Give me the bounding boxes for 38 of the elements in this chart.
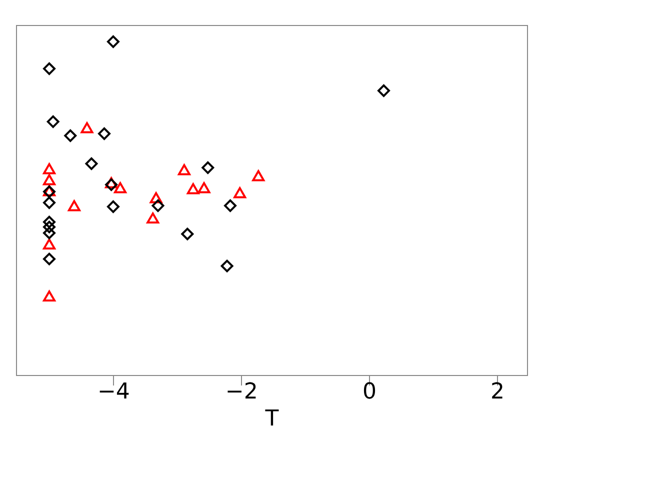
point: [43, 226, 56, 240]
point: [114, 182, 126, 194]
x-tick-label: 2: [490, 380, 504, 404]
x-tick-label: −2: [225, 380, 258, 404]
point: [64, 129, 77, 142]
point: [106, 35, 120, 48]
point: [85, 157, 98, 170]
point: [198, 182, 210, 194]
point: [252, 170, 265, 182]
point: [224, 199, 236, 212]
point: [105, 178, 118, 191]
point: [186, 183, 200, 194]
point: [106, 200, 120, 213]
point: [43, 216, 56, 228]
point: [178, 164, 190, 176]
point: [234, 187, 246, 198]
point: [43, 252, 56, 266]
point: [181, 228, 194, 240]
point: [80, 122, 94, 134]
point: [377, 84, 390, 97]
point: [202, 161, 214, 174]
point: [43, 290, 56, 302]
point: [98, 127, 110, 140]
point: [43, 163, 56, 174]
point: [43, 174, 56, 186]
point: [150, 192, 162, 204]
x-tick-label: 0: [362, 380, 377, 404]
point: [46, 115, 60, 128]
x-axis-title: T: [264, 406, 280, 432]
point: [152, 199, 164, 212]
x-tick-label: −4: [97, 380, 130, 404]
point: [43, 196, 56, 209]
point: [220, 260, 234, 272]
point: [68, 200, 80, 212]
point: [43, 220, 56, 234]
point: [43, 238, 56, 250]
point: [146, 212, 160, 224]
point: [43, 62, 56, 75]
